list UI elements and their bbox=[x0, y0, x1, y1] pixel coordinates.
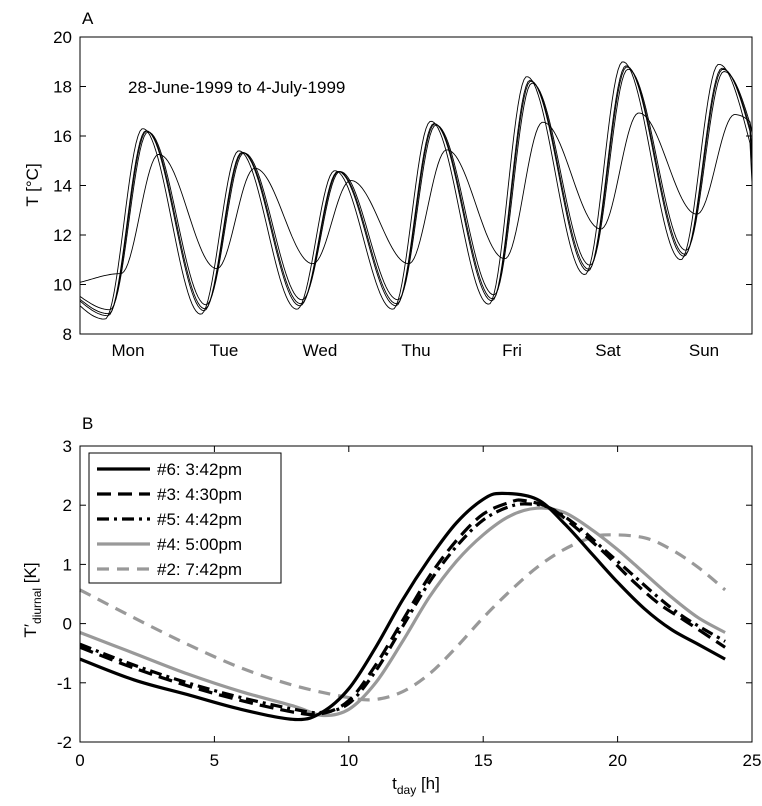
x-tick-label: Tue bbox=[210, 341, 239, 360]
y-label-subscript: diurnal bbox=[30, 588, 44, 624]
y-tick-label: 18 bbox=[53, 78, 72, 97]
x-tick-label: 15 bbox=[474, 751, 493, 770]
panel-b-series-group bbox=[79, 491, 727, 722]
y-tick-label: 8 bbox=[63, 325, 72, 344]
panel-a: A 8 10 12 14 16 18 20 Mon Tue Wed Thu Fri Sat Sun 28-… bbox=[23, 9, 753, 360]
x-tick-label: Mon bbox=[111, 341, 144, 360]
x-label-subscript: day bbox=[397, 783, 416, 797]
y-tick-label: 10 bbox=[53, 276, 72, 295]
svg-text:tday [h]: tday [h] bbox=[392, 774, 440, 797]
y-tick-label: 2 bbox=[63, 496, 72, 515]
x-tick-label: 20 bbox=[608, 751, 627, 770]
x-tick-label: Sun bbox=[689, 341, 719, 360]
series-line bbox=[79, 533, 727, 702]
legend-label: #3: 4:30pm bbox=[157, 485, 242, 504]
legend-label: #2: 7:42pm bbox=[157, 560, 242, 579]
y-tick-label: 1 bbox=[63, 555, 72, 574]
x-label-main: t bbox=[392, 774, 397, 793]
x-tick-label: 10 bbox=[339, 751, 358, 770]
legend-label: #5: 4:42pm bbox=[157, 510, 242, 529]
temperature-series bbox=[79, 66, 753, 315]
series-line bbox=[79, 502, 726, 715]
panel-a-ticks: 8 10 12 14 16 18 20 Mon Tue Wed Thu Fri Sat Sun bbox=[53, 28, 752, 360]
temperature-series bbox=[79, 61, 753, 320]
y-tick-label: 14 bbox=[53, 177, 72, 196]
x-tick-label: Thu bbox=[401, 341, 430, 360]
x-tick-label: Fri bbox=[502, 341, 522, 360]
x-tick-label: Sat bbox=[595, 341, 621, 360]
panel-a-label: A bbox=[82, 9, 94, 28]
series-line bbox=[79, 506, 726, 718]
series-line bbox=[79, 498, 726, 717]
panel-b: B 0 5 10 15 20 25 -2 -1 0 1 2 3 tday [h] T′diurnal … bbox=[21, 414, 761, 797]
y-tick-label: 0 bbox=[63, 615, 72, 634]
panel-b-legend: #6: 3:42pm #3: 4:30pm #5: 4:42pm #4: 5:00pm… bbox=[88, 452, 282, 584]
series-line bbox=[79, 491, 726, 722]
temperature-series bbox=[79, 65, 753, 317]
x-tick-label: 5 bbox=[210, 751, 219, 770]
panel-b-label: B bbox=[82, 414, 93, 433]
panel-b-ticks: 0 5 10 15 20 25 -2 -1 0 1 2 3 bbox=[57, 437, 762, 770]
y-tick-label: 3 bbox=[63, 437, 72, 456]
panel-b-axes-box bbox=[79, 445, 753, 743]
y-tick-label: 12 bbox=[53, 226, 72, 245]
panel-a-series-group bbox=[79, 61, 753, 320]
temperature-series bbox=[79, 68, 753, 311]
y-label-main: T′ bbox=[21, 624, 40, 638]
panel-b-y-axis-label: T′diurnal [K] bbox=[21, 562, 44, 637]
y-label-unit: [K] bbox=[21, 562, 40, 588]
x-tick-label: Wed bbox=[303, 341, 338, 360]
x-label-unit: [h] bbox=[416, 774, 440, 793]
legend-label: #6: 3:42pm bbox=[157, 460, 242, 479]
panel-b-x-axis-label: tday [h] bbox=[392, 774, 440, 797]
legend-label: #4: 5:00pm bbox=[157, 535, 242, 554]
panel-a-annotation: 28-June-1999 to 4-July-1999 bbox=[128, 78, 345, 97]
x-tick-label: 25 bbox=[743, 751, 762, 770]
svg-text:T′diurnal [K]: T′diurnal [K] bbox=[21, 562, 44, 637]
y-tick-label: 16 bbox=[53, 127, 72, 146]
y-tick-label: -2 bbox=[57, 733, 72, 752]
x-tick-label: 0 bbox=[75, 751, 84, 770]
y-tick-label: 20 bbox=[53, 28, 72, 47]
y-tick-label: -1 bbox=[57, 674, 72, 693]
panel-a-y-axis-label: T [°C] bbox=[23, 163, 42, 206]
temperature-series bbox=[79, 112, 753, 283]
legend-box bbox=[88, 452, 282, 584]
